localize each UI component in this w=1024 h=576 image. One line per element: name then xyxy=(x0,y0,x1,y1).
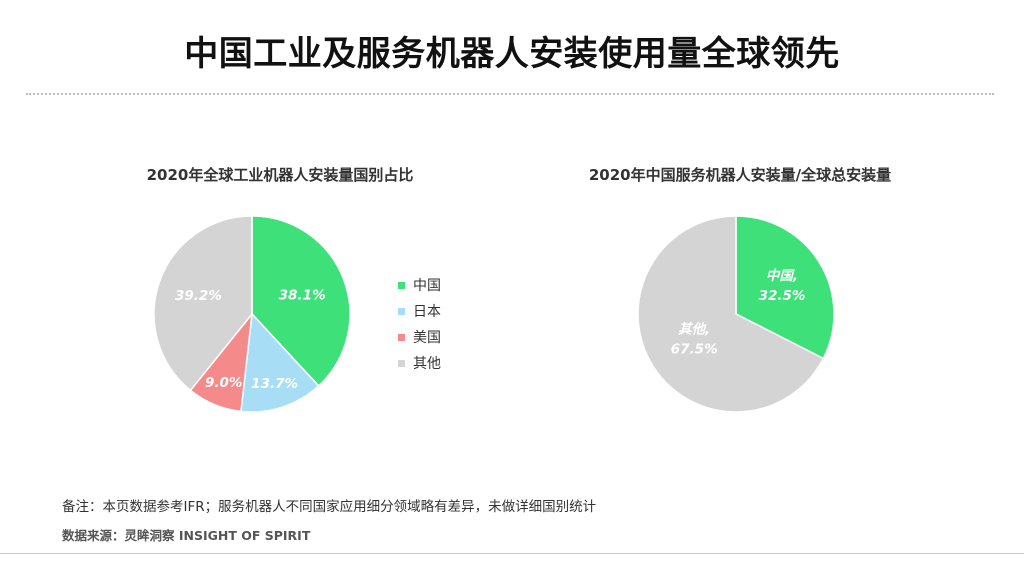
industrial-slice-1 xyxy=(240,312,320,413)
service-slice-0 xyxy=(735,215,835,360)
legend-item-china: 中国 xyxy=(398,272,488,298)
legend: 中国 日本 美国 其他 xyxy=(398,272,488,376)
chart-title-industrial: 2020年全球工业机器人安装量国别占比 xyxy=(146,166,414,184)
industrial-data-label-2: 9.0% xyxy=(205,375,242,391)
service-slice-1 xyxy=(637,215,825,413)
pie-chart-service: 中国, 32.5% 其他, 67.5% xyxy=(637,215,835,413)
legend-swatch-other xyxy=(398,359,405,367)
legend-item-usa: 美国 xyxy=(398,324,488,350)
service-data-label-0: 32.5% xyxy=(759,288,806,304)
footnote: 备注：本页数据参考IFR；服务机器人不同国家应用细分领域略有差异，未做详细国别统… xyxy=(62,499,597,515)
service-data-label-1: 67.5% xyxy=(671,342,718,358)
industrial-data-label-0: 38.1% xyxy=(279,287,326,303)
legend-item-other: 其他 xyxy=(398,350,488,376)
industrial-data-label-1: 13.7% xyxy=(251,376,298,392)
chart-title-service: 2020年中国服务机器人安装量/全球总安装量 xyxy=(588,166,892,184)
legend-label-other: 其他 xyxy=(413,356,441,372)
legend-item-japan: 日本 xyxy=(398,298,488,324)
legend-label-china: 中国 xyxy=(413,278,441,294)
industrial-slice-3 xyxy=(153,215,253,392)
service-slice-name-1: 其他, xyxy=(678,322,710,338)
service-slice-name-0: 中国, xyxy=(766,268,798,284)
legend-swatch-china xyxy=(398,281,405,289)
industrial-slice-0 xyxy=(251,215,351,387)
legend-label-usa: 美国 xyxy=(413,330,441,346)
data-source: 数据来源：灵眸洞察 INSIGHT OF SPIRIT xyxy=(62,528,311,543)
industrial-data-label-3: 39.2% xyxy=(175,288,222,304)
bottom-divider xyxy=(0,553,1024,554)
legend-swatch-usa xyxy=(398,333,405,341)
legend-label-japan: 日本 xyxy=(413,304,441,320)
page-title: 中国工业及服务机器人安装使用量全球领先 xyxy=(184,34,840,74)
pie-chart-industrial: 38.1% 13.7% 9.0% 39.2% xyxy=(153,215,351,413)
title-divider xyxy=(26,93,994,95)
legend-swatch-japan xyxy=(398,307,405,315)
